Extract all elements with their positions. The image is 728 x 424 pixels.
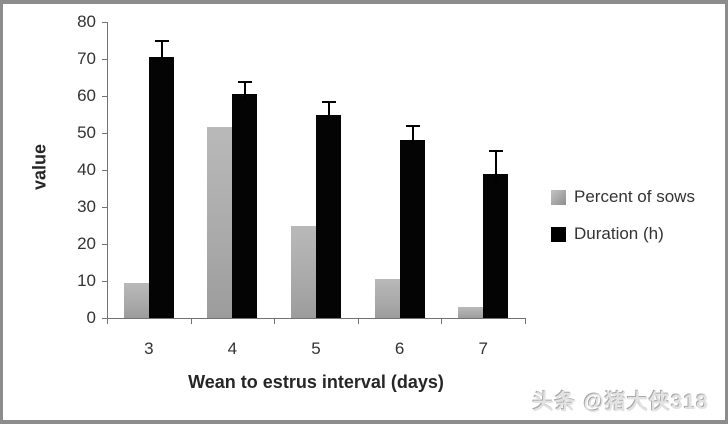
x-tick-label: 4: [227, 339, 238, 358]
y-tick-label: 10: [77, 271, 96, 290]
legend-item-duration-h: Duration (h): [551, 224, 695, 244]
bar-percent-of-sows-day-4: [207, 127, 233, 318]
legend-swatch-icon: [551, 189, 566, 205]
y-axis-tick: [102, 281, 107, 282]
x-tick-label: 5: [311, 339, 321, 358]
error-bar-line-day-3: [160, 42, 163, 63]
legend: Percent of sows Duration (h): [551, 187, 695, 261]
error-bar-line-day-5: [328, 103, 330, 120]
y-axis-tick: [102, 318, 107, 319]
y-tick-label: 60: [77, 86, 96, 105]
x-tick-label: 7: [478, 339, 488, 358]
bar-duration-h-day-5: [316, 114, 341, 318]
y-axis-tick: [102, 133, 107, 134]
x-tick-label: 3: [144, 339, 154, 358]
y-tick-label: 70: [77, 49, 96, 68]
bar-percent-of-sows-day-5: [291, 225, 316, 318]
error-bar-cap-day-4: [238, 81, 253, 84]
y-axis-line: [107, 22, 108, 319]
y-axis-tick: [102, 207, 107, 208]
bar-percent-of-sows-day-6: [374, 279, 400, 318]
legend-label: Percent of sows: [574, 187, 695, 206]
y-axis-tick: [102, 170, 107, 171]
y-axis-tick: [102, 244, 107, 245]
y-axis-tick: [102, 22, 107, 23]
x-axis-tick: [190, 319, 192, 324]
y-tick-label: 50: [77, 123, 96, 142]
bar-duration-h-day-7: [483, 173, 509, 318]
x-axis-tick: [274, 319, 276, 324]
y-tick-label: 20: [77, 234, 96, 253]
y-axis-tick: [102, 59, 107, 60]
x-tick-label: 6: [394, 339, 405, 358]
error-bar-cap-day-5: [322, 101, 336, 104]
error-bar-line-day-7: [495, 151, 498, 179]
x-axis-tick: [357, 319, 359, 324]
x-axis-line: [107, 318, 526, 319]
y-tick-label: 40: [77, 160, 96, 179]
error-bar-line-day-4: [244, 83, 247, 100]
error-bar-cap-day-3: [154, 40, 169, 43]
legend-label: Duration (h): [574, 224, 664, 243]
bar-percent-of-sows-day-3: [123, 282, 149, 318]
error-bar-cap-day-7: [489, 149, 504, 152]
bar-duration-h-day-3: [148, 57, 174, 318]
x-axis-tick: [107, 319, 108, 324]
x-axis-tick: [525, 319, 526, 324]
y-axis-tick: [102, 96, 107, 97]
error-bar-cap-day-6: [405, 125, 420, 128]
bar-duration-h-day-6: [399, 140, 425, 318]
y-tick-label: 0: [86, 308, 96, 327]
error-bar-line-day-6: [411, 127, 414, 146]
bar-duration-h-day-4: [232, 94, 258, 318]
y-axis-title: value: [29, 143, 50, 191]
bar-percent-of-sows-day-7: [458, 306, 484, 318]
x-axis-title: Wean to estrus interval (days): [188, 372, 444, 392]
y-tick-label: 30: [77, 197, 96, 216]
legend-item-percent-of-sows: Percent of sows: [551, 187, 695, 207]
x-axis-tick: [441, 319, 443, 324]
legend-swatch-icon: [551, 226, 566, 242]
y-tick-label: 80: [77, 12, 96, 31]
watermark: 头条 @猪大侠318: [532, 391, 709, 414]
